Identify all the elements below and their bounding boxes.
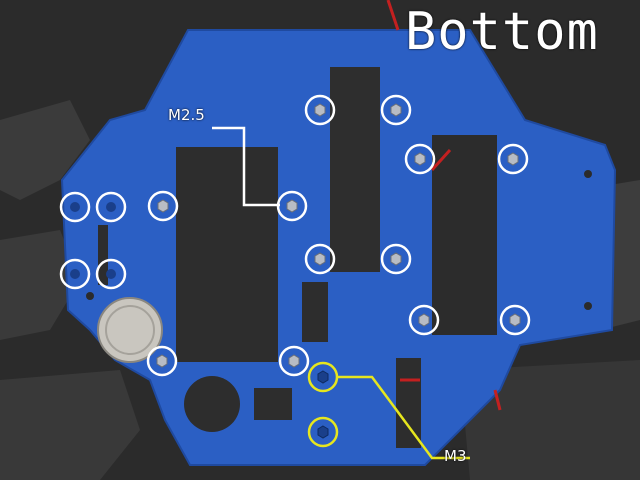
hole <box>106 269 116 279</box>
nut <box>507 152 519 166</box>
hole <box>106 202 116 212</box>
map-red-line <box>386 0 400 31</box>
nut <box>288 354 300 368</box>
nut <box>390 103 402 117</box>
plate-cutout <box>302 282 328 342</box>
m25-holes <box>70 202 116 279</box>
m25-markers <box>59 94 531 377</box>
m25-marker <box>59 191 91 223</box>
hole <box>70 269 80 279</box>
plate-cutout <box>330 67 380 272</box>
map-landmass <box>0 370 140 480</box>
plate-cutout <box>184 376 240 432</box>
m25-marker <box>408 304 440 336</box>
nut <box>414 152 426 166</box>
m25-marker <box>404 143 436 175</box>
m25-label: M2.5 <box>168 106 205 124</box>
m25-marker <box>59 258 91 290</box>
m3-bolt <box>317 370 329 384</box>
map-landmass <box>0 100 90 200</box>
m3-marker <box>307 416 339 448</box>
nut <box>156 354 168 368</box>
nut <box>418 313 430 327</box>
m25-marker <box>146 345 178 377</box>
m25-marker <box>499 304 531 336</box>
nut <box>314 252 326 266</box>
m3-leader-line <box>337 375 470 460</box>
m25-nuts <box>156 103 521 368</box>
mount-hole <box>584 170 592 178</box>
plate-cutout <box>98 225 108 285</box>
nut <box>286 199 298 213</box>
m25-marker <box>147 190 179 222</box>
plate-cutout <box>254 388 292 420</box>
nut <box>314 103 326 117</box>
m25-marker <box>278 345 310 377</box>
m25-marker <box>497 143 529 175</box>
mount-hole <box>86 292 94 300</box>
map-red-line <box>493 389 502 411</box>
coin-detail <box>105 305 155 355</box>
m25-marker <box>304 243 336 275</box>
m25-marker <box>95 191 127 223</box>
m3-bolt <box>317 425 329 439</box>
nut <box>157 199 169 213</box>
nut <box>390 252 402 266</box>
hole <box>70 202 80 212</box>
map-landmass <box>0 230 80 340</box>
m25-marker <box>95 258 127 290</box>
nut <box>509 313 521 327</box>
photo-title: Bottom <box>405 2 599 62</box>
m25-marker <box>380 94 412 126</box>
coin <box>97 297 163 363</box>
m3-label: M3 <box>444 447 467 465</box>
m25-leader-line <box>212 126 280 207</box>
plate-cutout <box>432 135 497 335</box>
plate-cutout <box>396 358 421 448</box>
plate-cutout <box>176 147 278 362</box>
m25-marker <box>304 94 336 126</box>
m25-marker <box>380 243 412 275</box>
mount-hole <box>584 302 592 310</box>
map-red-line <box>430 148 452 172</box>
map-landmass <box>460 360 640 480</box>
